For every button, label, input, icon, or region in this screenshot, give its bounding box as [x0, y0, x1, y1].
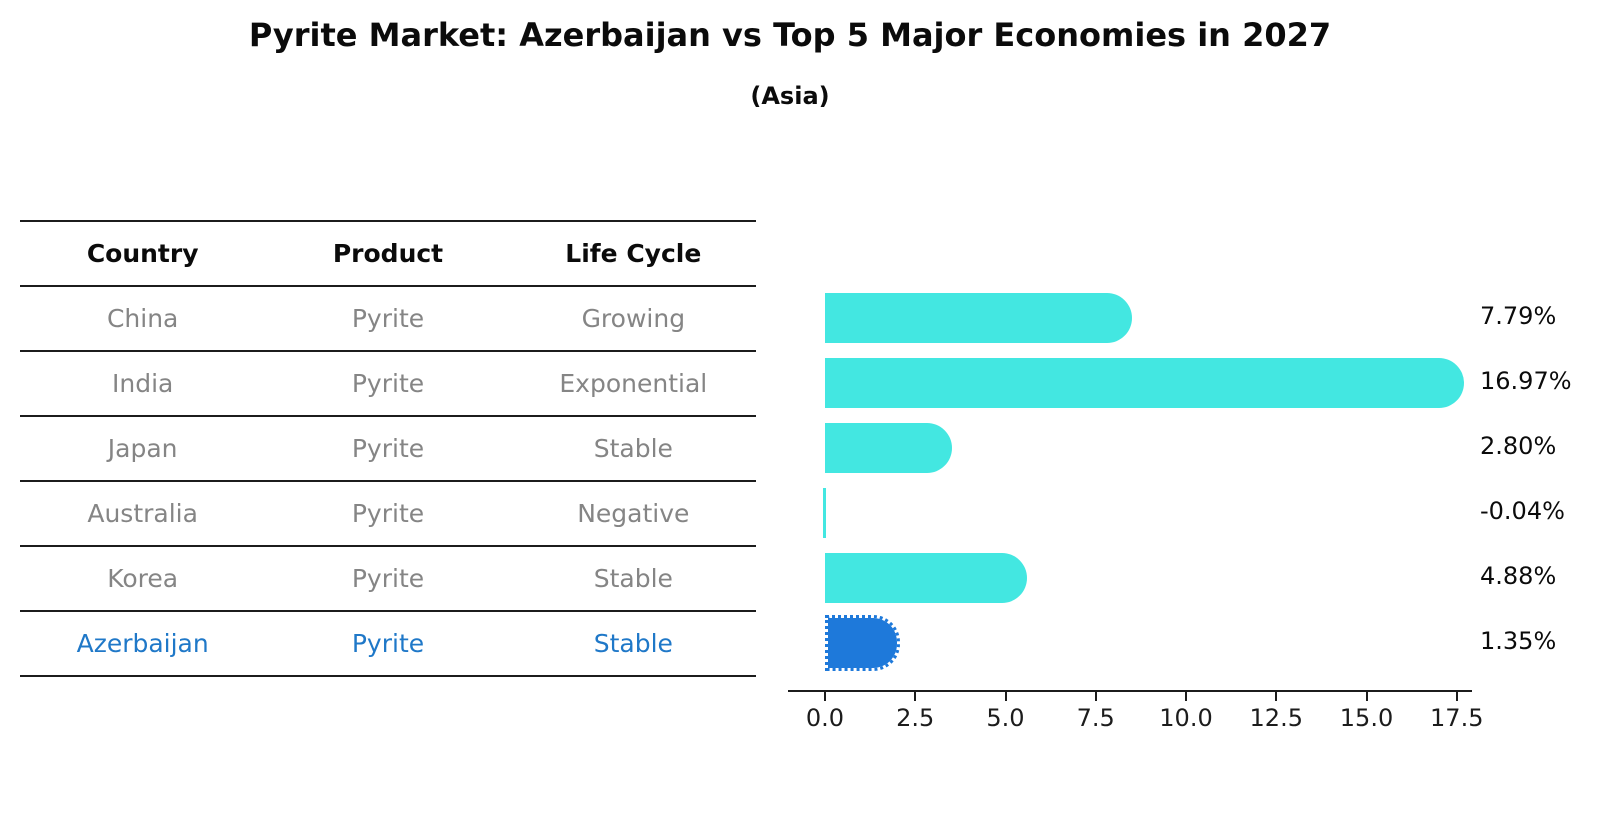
- cell-product: Pyrite: [351, 564, 425, 593]
- value-label-azerbaijan: 1.35%: [1480, 626, 1557, 655]
- x-tick-label: 2.5: [896, 704, 935, 732]
- x-tick-mark: [1455, 692, 1458, 701]
- x-tick-label: 17.5: [1430, 704, 1484, 732]
- cell-lifecycle: Stable: [593, 564, 673, 593]
- cell-country: Australia: [87, 499, 198, 528]
- table-row-australia: Australia Pyrite Negative: [20, 482, 756, 547]
- cell-lifecycle: Negative: [577, 499, 690, 528]
- cell-country: Korea: [107, 564, 179, 593]
- value-label-korea: 4.88%: [1480, 561, 1557, 590]
- x-axis-line: [788, 690, 1472, 692]
- x-tick-mark: [1004, 692, 1007, 701]
- x-tick-mark: [1094, 692, 1097, 701]
- x-tick-mark: [1185, 692, 1187, 701]
- cell-product: Pyrite: [351, 499, 425, 528]
- cell-product: Pyrite: [351, 629, 425, 658]
- table-row-korea: Korea Pyrite Stable: [20, 547, 756, 612]
- cell-country: China: [106, 304, 179, 333]
- value-label-australia: -0.04%: [1480, 496, 1565, 525]
- col-header-country: Country: [86, 239, 199, 268]
- table-row-china: China Pyrite Growing: [20, 287, 756, 352]
- table-row-india: India Pyrite Exponential: [20, 352, 756, 417]
- table-row-japan: Japan Pyrite Stable: [20, 417, 756, 482]
- bar-india: [825, 358, 1464, 408]
- x-tick-mark: [1365, 692, 1368, 701]
- bar-japan: [825, 423, 952, 473]
- bar-korea: [825, 553, 1027, 603]
- cell-lifecycle: Stable: [593, 434, 673, 463]
- x-tick-label: 10.0: [1159, 704, 1213, 732]
- chart-title: Pyrite Market: Azerbaijan vs Top 5 Major…: [248, 16, 1332, 54]
- country-table: Country Product Life Cycle China Pyrite …: [20, 220, 756, 677]
- cell-product: Pyrite: [351, 369, 425, 398]
- value-label-japan: 2.80%: [1480, 431, 1557, 460]
- col-header-lifecycle: Life Cycle: [565, 239, 702, 268]
- x-tick-label: 12.5: [1249, 704, 1303, 732]
- bar-australia: [823, 488, 826, 538]
- cell-country: Azerbaijan: [76, 629, 209, 658]
- chart-subtitle: (Asia): [750, 82, 830, 110]
- bar-china: [825, 293, 1132, 343]
- table-header-row: Country Product Life Cycle: [20, 222, 756, 287]
- x-tick-label: 0.0: [805, 704, 845, 732]
- x-tick-label: 7.5: [1076, 704, 1115, 732]
- x-tick-label: 5.0: [986, 704, 1025, 732]
- cell-country: India: [111, 369, 174, 398]
- table-row-azerbaijan: Azerbaijan Pyrite Stable: [20, 612, 756, 677]
- x-tick-label: 15.0: [1339, 704, 1394, 732]
- value-label-india: 16.97%: [1480, 366, 1572, 395]
- value-label-china: 7.79%: [1480, 301, 1557, 330]
- cell-lifecycle: Stable: [593, 629, 673, 658]
- x-tick-mark: [1275, 692, 1278, 701]
- cell-lifecycle: Exponential: [559, 369, 708, 398]
- cell-product: Pyrite: [351, 304, 425, 333]
- col-header-product: Product: [332, 239, 444, 268]
- x-tick-mark: [914, 692, 917, 701]
- cell-country: Japan: [107, 434, 178, 463]
- x-tick-mark: [824, 692, 826, 701]
- cell-product: Pyrite: [351, 434, 425, 463]
- bar-azerbaijan: [825, 615, 900, 671]
- cell-lifecycle: Growing: [581, 304, 686, 333]
